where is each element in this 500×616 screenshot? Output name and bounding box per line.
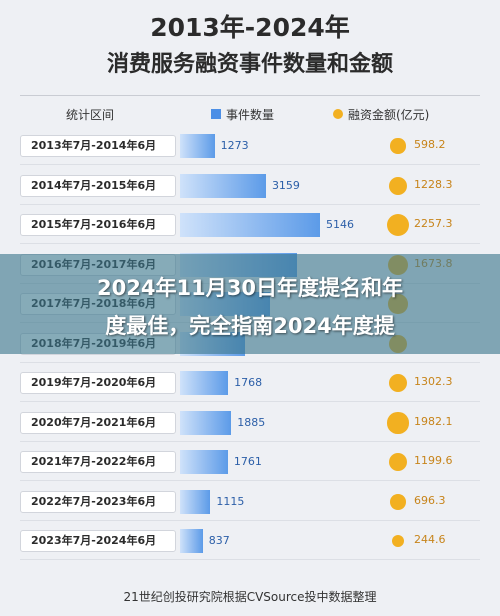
amount-dot	[390, 494, 406, 510]
overlay-banner: 2024年11月30日年度提名和年 度最佳，完全指南2024年度提	[0, 254, 500, 354]
legend-count-label: 事件数量	[226, 108, 275, 122]
table-row: 2020年7月-2021年6月 1885 1982.1	[0, 408, 500, 442]
legend-count-swatch	[211, 109, 221, 119]
amount-dot	[387, 214, 409, 236]
count-bar-label: 1115	[216, 495, 245, 508]
banner-line1: 2024年11月30日年度提名和年	[97, 276, 403, 300]
table-row: 2019年7月-2020年6月 1768 1302.3	[0, 368, 500, 402]
period-label: 2023年7月-2024年6月	[20, 530, 176, 552]
count-bar-label: 3159	[271, 179, 300, 192]
title-divider	[20, 95, 480, 96]
count-bar-label: 1273	[220, 139, 249, 152]
count-bar	[180, 134, 215, 158]
amount-dot	[388, 373, 408, 393]
amount-label: 2257.3	[414, 217, 453, 230]
period-label: 2015年7月-2016年6月	[20, 214, 176, 236]
amount-label: 696.3	[414, 494, 446, 507]
count-bar	[180, 371, 229, 395]
table-row: 2023年7月-2024年6月 837 244.6	[0, 526, 500, 560]
row-divider	[20, 164, 480, 165]
amount-label: 1982.1	[414, 415, 453, 428]
amount-label: 244.6	[414, 533, 446, 546]
amount-dot	[391, 534, 405, 548]
amount-dot	[388, 176, 408, 196]
table-row: 2014年7月-2015年6月 3159 1228.3	[0, 171, 500, 205]
count-bar	[180, 450, 228, 474]
table-row: 2021年7月-2022年6月 1761 1199.6	[0, 447, 500, 481]
row-divider	[20, 362, 480, 363]
amount-label: 1302.3	[414, 375, 453, 388]
count-bar-label: 5146	[326, 218, 354, 231]
count-bar-label: 1768	[234, 376, 263, 389]
count-bar	[180, 174, 266, 198]
table-row: 2013年7月-2014年6月 1273 598.2	[0, 131, 500, 165]
period-label: 2019年7月-2020年6月	[20, 372, 176, 394]
row-divider	[20, 520, 480, 521]
amount-label: 1199.6	[414, 454, 453, 467]
count-bar-label: 1761	[233, 455, 262, 468]
count-bar	[180, 490, 211, 514]
period-label: 2022年7月-2023年6月	[20, 491, 176, 513]
count-bar	[180, 411, 232, 435]
amount-label: 598.2	[414, 138, 446, 151]
table-row: 2015年7月-2016年6月 5146 2257.3	[0, 210, 500, 244]
period-label: 2020年7月-2021年6月	[20, 412, 176, 434]
row-divider	[20, 480, 480, 481]
row-divider	[20, 401, 480, 402]
header-period: 统计区间	[66, 108, 115, 122]
row-divider	[20, 559, 480, 560]
amount-dot	[387, 412, 409, 434]
amount-dot	[388, 452, 408, 472]
count-bar-label: 837	[208, 534, 230, 547]
table-row: 2022年7月-2023年6月 1115 696.3	[0, 487, 500, 521]
period-label: 2013年7月-2014年6月	[20, 135, 176, 157]
amount-label: 1228.3	[414, 178, 453, 191]
count-bar	[180, 529, 203, 553]
source-note: 21世纪创投研究院根据CVSource投中数据整理	[123, 590, 377, 604]
period-label: 2021年7月-2022年6月	[20, 451, 176, 473]
row-divider	[20, 204, 480, 205]
chart-title-line2: 消费服务融资事件数量和金额	[106, 52, 393, 77]
banner-line2: 度最佳，完全指南2024年度提	[105, 314, 395, 338]
chart-title-line1: 2013年-2024年	[150, 13, 350, 42]
period-label: 2014年7月-2015年6月	[20, 175, 176, 197]
amount-dot	[390, 138, 406, 154]
legend-amount-swatch	[333, 109, 343, 119]
legend-amount-label: 融资金额(亿元)	[348, 108, 430, 122]
count-bar-label: 1885	[237, 416, 266, 429]
count-bar	[180, 213, 320, 237]
row-divider	[20, 441, 480, 442]
row-divider	[20, 243, 480, 244]
